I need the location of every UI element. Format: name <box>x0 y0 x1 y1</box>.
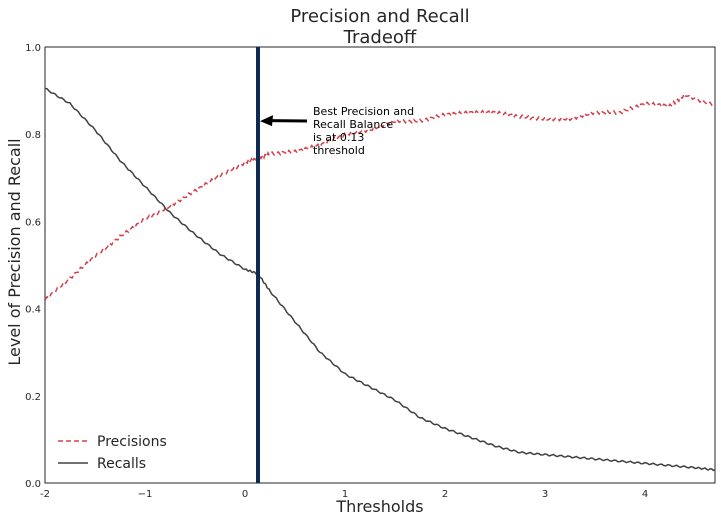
chart-title-line1: Precision and Recall <box>290 6 469 27</box>
annotation-text-line: threshold <box>313 144 365 157</box>
x-tick-label: 1 <box>342 489 348 500</box>
y-tick-label: 1.0 <box>25 43 41 54</box>
x-axis-label: Thresholds <box>335 497 423 516</box>
x-tick-label: -2 <box>40 489 50 500</box>
legend-label-recalls: Recalls <box>97 456 146 472</box>
legend-label-precisions: Precisions <box>97 434 167 450</box>
y-tick-label: 0.6 <box>25 217 41 228</box>
plot-area <box>44 46 716 484</box>
y-tick-label: 0.2 <box>25 392 41 403</box>
chart-title-line2: Tradeoff <box>343 27 417 48</box>
plot-frame <box>44 46 716 484</box>
annotation-text-line: Best Precision and <box>313 105 414 118</box>
series-line-precisions <box>45 92 715 301</box>
annotation: Best Precision and Recall Balance is at … <box>260 105 414 157</box>
y-tick-label: 0.8 <box>25 130 41 141</box>
series-line-recalls <box>45 87 715 472</box>
y-axis-ticks: 0.0 0.2 0.4 0.6 0.8 1.0 <box>25 43 41 490</box>
x-tick-label: 2 <box>442 489 448 500</box>
x-tick-label: −1 <box>138 489 153 500</box>
annotation-text-line: Recall Balance <box>313 118 393 131</box>
y-tick-label: 0.0 <box>25 479 41 490</box>
legend: Precisions Recalls <box>58 434 167 472</box>
y-tick-label: 0.4 <box>25 305 41 316</box>
x-tick-label: 4 <box>642 489 648 500</box>
x-tick-label: 3 <box>542 489 548 500</box>
x-axis-ticks: -2 −1 0 1 2 3 4 <box>40 489 648 500</box>
annotation-arrow-head <box>260 115 273 127</box>
y-axis-label: Level of Precision and Recall <box>5 138 24 365</box>
x-tick-label: 0 <box>242 489 248 500</box>
annotation-text-line: is at 0.13 <box>313 131 364 144</box>
